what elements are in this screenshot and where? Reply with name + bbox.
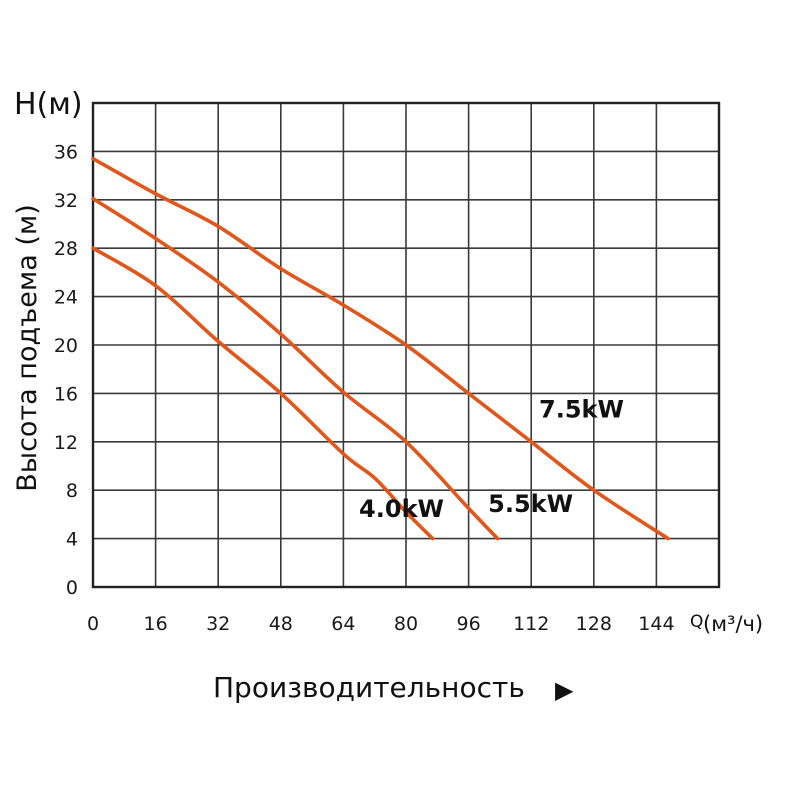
series-labels: 4.0kW 5.5kW 7.5kW [359,396,624,523]
y-tick-label: 8 [66,480,78,502]
y-unit-label: H(м) [14,87,83,122]
x-tick-label: 64 [331,613,355,635]
curve-4-0kw [91,246,435,541]
x-tick-label: 0 [87,613,99,635]
curves [91,156,670,541]
plot-frame [91,101,721,589]
x-unit-prefix: Q [690,612,703,632]
x-axis-ticks: 0 16 32 48 64 80 96 112 128 144 [87,613,675,635]
y-tick-label: 4 [66,529,78,551]
y-tick-label: 24 [54,287,78,309]
y-axis-ticks: 0 4 8 12 16 20 24 28 32 36 [54,141,78,599]
x-tick-label: 96 [457,613,481,635]
curve-7-5kw [91,156,670,541]
y-axis-title: Высота подъема (м) [12,204,43,492]
y-tick-label: 20 [54,335,78,357]
y-tick-label: 28 [54,238,78,260]
y-tick-label: 0 [66,577,78,599]
series-label-5-5kw: 5.5kW [488,490,573,518]
x-tick-label: 144 [638,613,674,635]
y-tick-label: 36 [54,141,78,163]
curve-5-5kw [91,196,500,541]
arrow-right-icon: ▶ [555,676,574,704]
x-tick-label: 80 [394,613,418,635]
x-tick-label: 48 [269,613,293,635]
series-label-7-5kw: 7.5kW [539,396,624,424]
x-tick-label: 112 [513,613,549,635]
x-axis-title: Производительность [213,671,525,704]
series-label-4-0kw: 4.0kW [359,495,444,523]
x-tick-label: 32 [206,613,230,635]
x-unit-label: (м³/ч) [703,612,763,636]
y-tick-label: 16 [54,383,78,405]
x-tick-label: 128 [576,613,612,635]
x-tick-label: 16 [144,613,168,635]
y-tick-label: 32 [54,190,78,212]
y-tick-label: 12 [54,432,78,454]
